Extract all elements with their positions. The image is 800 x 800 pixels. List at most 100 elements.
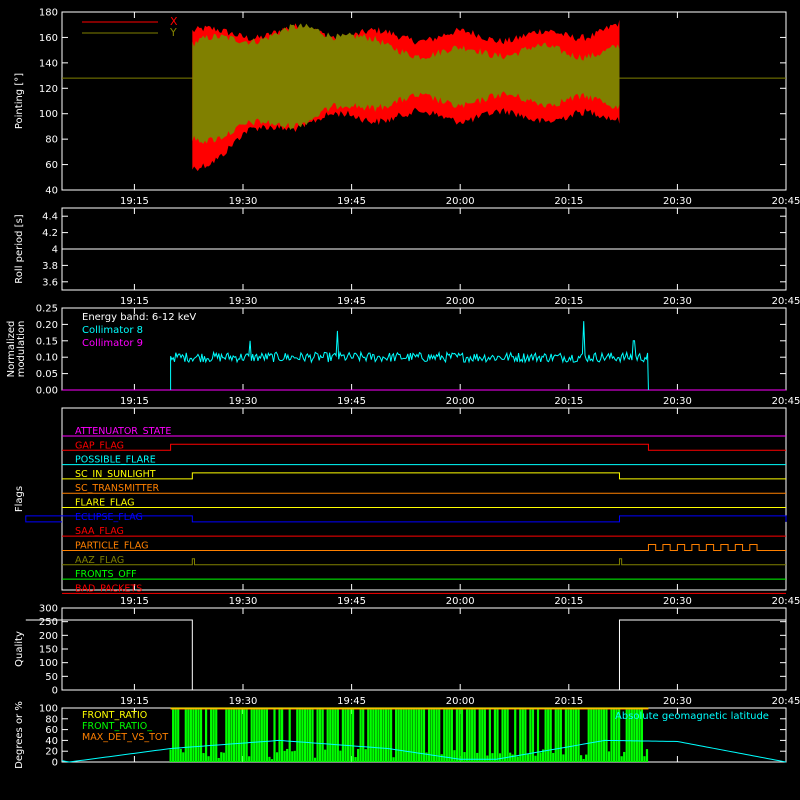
y-tick-label: 20 (45, 747, 58, 758)
y-tick-label: 0 (52, 758, 58, 769)
flag-label-eclipse-flag: ECLIPSE_FLAG (75, 512, 143, 523)
y-tick-label: 300 (39, 604, 58, 615)
y-tick-label: 4 (52, 245, 58, 256)
y-tick-label: 0.10 (36, 353, 58, 364)
x-tick-label: 19:45 (337, 296, 366, 307)
y-axis-label: Flags (14, 486, 25, 512)
x-tick-label: 20:45 (772, 296, 800, 307)
y-tick-label: 60 (45, 160, 58, 171)
y-tick-label: 80 (45, 714, 58, 725)
x-tick-label: 19:45 (337, 396, 366, 407)
y-tick-label: 160 (39, 33, 58, 44)
y-tick-label: 200 (39, 631, 58, 642)
x-tick-label: 19:15 (120, 296, 149, 307)
y-tick-label: 0 (52, 686, 58, 697)
y-tick-label: 120 (39, 84, 58, 95)
y-axis-label: Quality (14, 631, 25, 667)
x-tick-label: 19:30 (229, 396, 258, 407)
flag-label-attenuator-state: ATTENUATOR_STATE (75, 426, 171, 437)
y-tick-label: 0.00 (36, 386, 58, 397)
y-tick-label: 3.8 (42, 261, 58, 272)
flag-line-sc-in-sunlight (62, 472, 786, 480)
x-tick-label: 19:15 (120, 396, 149, 407)
y-tick-label: 250 (39, 617, 58, 628)
x-tick-label: 19:45 (337, 596, 366, 607)
legend-label-ratio-1: FRONT_RATIO_ (82, 721, 152, 732)
collimator-8-line (170, 321, 649, 391)
flag-label-sc-in-sunlight: SC_IN_SUNLIGHT (75, 469, 156, 480)
x-tick-label: 20:15 (554, 596, 583, 607)
y-tick-label: 4.4 (42, 212, 58, 223)
x-tick-label: 19:15 (120, 696, 149, 707)
quality-panel: 19:15 19:30 19:45 20:00 20:15 20:30 20:45 0 50 10… (14, 604, 800, 708)
x-tick-label: 20:30 (663, 396, 692, 407)
legend-label-geomagnetic-latitude: Absolute geomagnetic latitude (615, 711, 769, 722)
x-tick-label: 19:30 (229, 596, 258, 607)
legend-label-ratio-2: MAX_DET_VS_TOT (82, 732, 168, 743)
flags-frame (61, 407, 787, 591)
x-tick-label: 20:15 (554, 296, 583, 307)
flag-label-aaz-flag: AAZ_FLAG (75, 555, 124, 566)
flag-label-flare-flag: FLARE_FLAG (75, 498, 135, 509)
legend-label-y: Y (169, 26, 177, 39)
y-tick-label: 0.15 (36, 336, 58, 347)
legend-label-ratio-0: FRONT_RATIO (82, 710, 147, 721)
y-tick-label: 100 (39, 658, 58, 669)
y-axis-label: Degrees or % (14, 701, 25, 769)
x-tick-label: 20:30 (663, 596, 692, 607)
pointing-series-y-band (192, 23, 620, 144)
x-tick-label: 19:15 (120, 196, 149, 207)
x-tick-label: 19:30 (229, 196, 258, 207)
y-axis-label: modulation (16, 321, 27, 378)
y-tick-label: 40 (45, 186, 58, 197)
y-axis-label: Pointing [°] (14, 73, 25, 129)
flag-label-sc-transmitter: SC_TRANSMITTER (75, 483, 160, 494)
legend-label-collimator-8: Collimator 8 (82, 325, 143, 336)
x-tick-label: 19:45 (337, 196, 366, 207)
y-tick-label: 0.25 (36, 304, 58, 315)
x-tick-label: 20:30 (663, 196, 692, 207)
quality-line (25, 619, 786, 691)
y-tick-label: 80 (45, 135, 58, 146)
x-tick-label: 20:45 (772, 396, 800, 407)
y-tick-label: 140 (39, 58, 58, 69)
flags-panel: 19:15 19:30 19:45 20:00 20:15 20:30 20:45 Flags… (14, 407, 800, 607)
flag-line-particle-flag (62, 543, 786, 551)
x-tick-label: 20:00 (446, 296, 475, 307)
x-tick-label: 19:30 (229, 296, 258, 307)
legend-label-x: X (170, 15, 178, 28)
y-tick-label: 100 (39, 109, 58, 120)
x-tick-label: 19:45 (337, 696, 366, 707)
flag-label-possible-flare: POSSIBLE_FLARE (75, 455, 156, 466)
x-tick-label: 20:00 (446, 196, 475, 207)
y-tick-label: 0.05 (36, 369, 58, 380)
x-tick-label: 20:45 (772, 196, 800, 207)
modulation-panel: 19:15 19:30 19:45 20:00 20:15 20:30 20:45 0.00 0… (6, 304, 800, 408)
legend-label-collimator-9: Collimator 9 (82, 338, 143, 349)
x-tick-label: 20:15 (554, 396, 583, 407)
flag-label-bad-packets: BAD_PACKETS (75, 583, 142, 594)
flag-line-aaz-flag (62, 558, 786, 566)
y-tick-label: 180 (39, 8, 58, 19)
x-tick-label: 20:00 (446, 696, 475, 707)
flag-label-saa-flag: SAA_FLAG (75, 526, 124, 537)
y-tick-label: 4.2 (42, 228, 58, 239)
y-tick-label: 100 (39, 704, 58, 715)
x-tick-label: 20:30 (663, 696, 692, 707)
roll-period-panel: 19:15 19:30 19:45 20:00 20:15 20:30 20:45 3.6 3.… (14, 207, 800, 307)
y-tick-label: 60 (45, 725, 58, 736)
geomagnetic-latitude-line (61, 739, 787, 763)
flag-label-particle-flag: PARTICLE_FLAG (75, 540, 148, 551)
x-tick-label: 20:00 (446, 396, 475, 407)
flag-label-gap-flag: GAP_FLAG (75, 440, 124, 451)
flag-line-gap-flag (62, 443, 786, 451)
x-tick-label: 20:15 (554, 196, 583, 207)
x-tick-label: 19:30 (229, 696, 258, 707)
y-axis-label: Normalized (6, 321, 17, 378)
x-tick-label: 20:45 (772, 596, 800, 607)
x-tick-label: 20:45 (772, 696, 800, 707)
y-tick-label: 50 (45, 672, 58, 683)
y-axis-label: Roll period [s] (14, 214, 25, 283)
